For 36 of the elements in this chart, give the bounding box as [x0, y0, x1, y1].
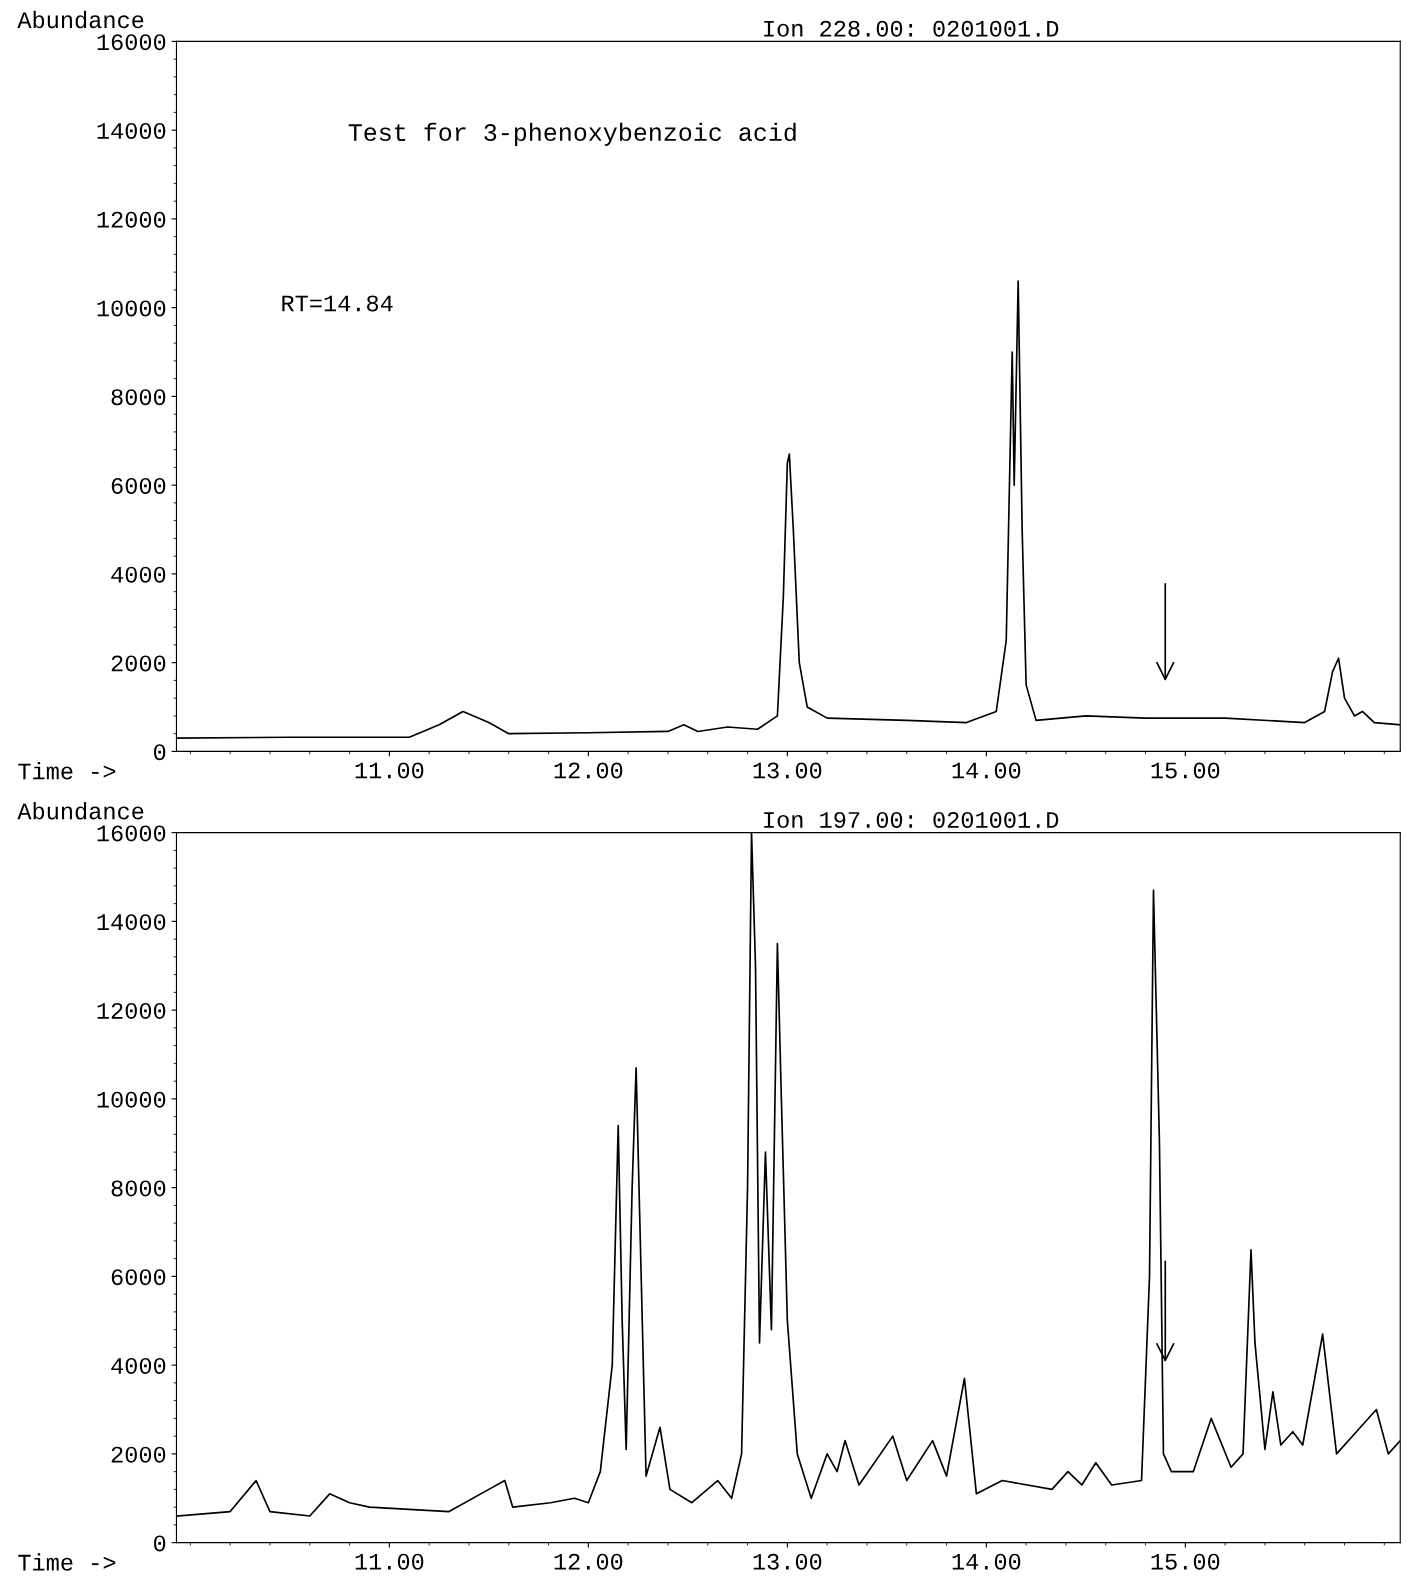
y-tick-label: 6000 — [111, 477, 166, 494]
y-tick-label: 10000 — [97, 300, 166, 317]
x-tick-label: 13.00 — [753, 762, 822, 779]
annotation: RT=14.84 — [282, 295, 393, 312]
y-tick-label: 12000 — [97, 1002, 166, 1019]
y-tick-label: 14000 — [97, 122, 166, 139]
y-tick-label: 8000 — [111, 1180, 166, 1197]
x-tick-label: 15.00 — [1151, 762, 1220, 779]
y-tick-label: 10000 — [97, 1091, 166, 1108]
y-axis-title: Abundance — [17, 10, 144, 29]
y-tick-label: 4000 — [111, 566, 166, 583]
y-tick-label: 0 — [153, 1535, 166, 1552]
x-tick-label: 11.00 — [355, 1553, 424, 1570]
y-tick-label: 16000 — [97, 825, 166, 842]
x-axis-title: Time -> — [18, 762, 116, 780]
chart-title: Ion 197.00: 0201001.D — [764, 811, 1059, 828]
annotation: Test for 3-phenoxybenzoic acid — [348, 122, 796, 146]
y-tick-label: 12000 — [97, 211, 166, 228]
x-tick-label: 15.00 — [1151, 1553, 1220, 1570]
y-tick-label: 2000 — [111, 1446, 166, 1463]
x-tick-label: 13.00 — [753, 1553, 822, 1570]
y-axis-title: Abundance — [17, 802, 144, 820]
y-tick-label: 0 — [153, 744, 166, 761]
y-tick-label: 8000 — [111, 389, 166, 406]
y-tick-label: 16000 — [97, 34, 166, 51]
x-tick-label: 12.00 — [554, 762, 623, 779]
y-tick-label: 14000 — [97, 914, 166, 931]
x-tick-label: 14.00 — [952, 1553, 1021, 1570]
x-tick-label: 11.00 — [355, 762, 424, 779]
x-axis-title: Time -> — [18, 1553, 116, 1571]
y-tick-label: 6000 — [111, 1269, 166, 1286]
y-tick-label: 4000 — [111, 1357, 166, 1374]
x-tick-label: 12.00 — [554, 1553, 623, 1570]
y-tick-label: 2000 — [111, 655, 166, 672]
chart-title: Ion 228.00: 0201001.D — [764, 20, 1059, 37]
x-tick-label: 14.00 — [952, 762, 1021, 779]
